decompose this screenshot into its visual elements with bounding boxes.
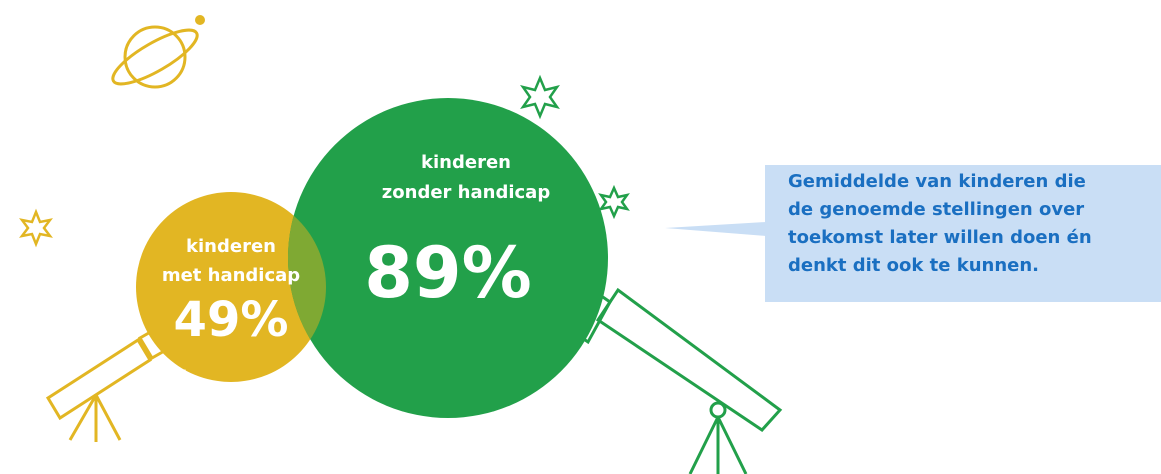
callout-box [765,165,1161,302]
callout-pointer [665,222,766,236]
dot [195,15,205,25]
bubble-label: kinderen [421,152,511,173]
star [169,368,201,404]
bubble-without-handicap [288,98,608,418]
bubble-label: kinderen [186,236,276,257]
callout-line: denkt dit ook te kunnen. [788,255,1039,276]
bubble-with-handicap [136,192,326,382]
telescope-left [45,327,169,442]
telescope-right [576,287,783,474]
callout-line: Gemiddelde van kinderen die [788,171,1086,192]
callout-line: toekomst later willen doen én [788,227,1092,248]
bubble-label: met handicap [162,265,300,286]
bubble-label: zonder handicap [382,182,551,203]
stars [19,74,630,248]
planet [111,25,199,89]
bubble-value: 49% [174,292,289,348]
bubble-value: 89% [364,232,532,314]
callout-line: de genoemde stellingen over [788,199,1084,220]
